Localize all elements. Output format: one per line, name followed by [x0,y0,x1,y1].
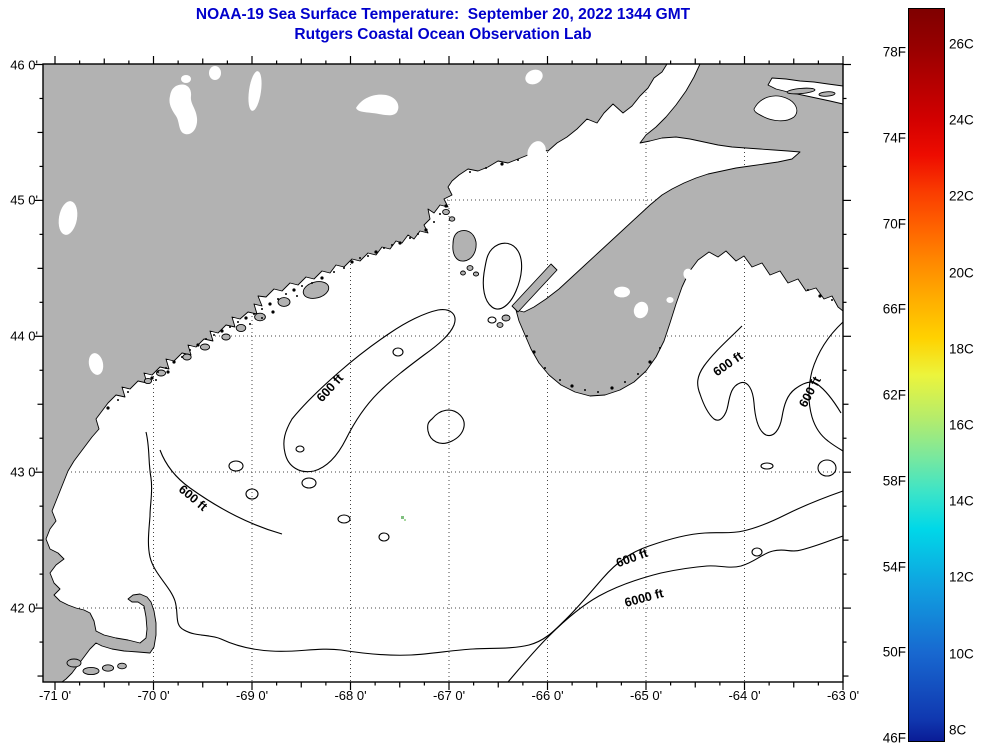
bathymetry-contours [145,242,844,683]
plot-border [42,63,844,683]
contour-600ft-west-branch [159,449,283,535]
island [501,314,511,322]
colorbar-fahrenheit-label: 50F [882,644,906,660]
colorbar-fahrenheit-label: 66F [882,301,906,317]
island-pei-sliver [786,87,816,95]
island [221,333,231,341]
y-tick-label: 46 0' [10,57,38,72]
colorbar-celsius-label: 10C [949,646,974,662]
colorbar [908,8,945,742]
x-tick-label: -67 0' [432,688,466,703]
colorbar-celsius-label: 22C [949,188,974,204]
land-new-england-mainland [42,63,668,683]
contour-600ft-fundy-mouth [482,242,523,310]
island [448,216,456,222]
x-tick-label: -63 0' [826,688,860,703]
colorbar-fahrenheit-label: 62F [882,387,906,403]
colorbar-celsius-label: 16C [949,417,974,433]
contour-6000ft [507,535,844,683]
land-nova-scotia [515,63,844,397]
island [117,662,127,670]
colorbar-celsius-label: 12C [949,569,974,585]
colorbar-celsius-label: 14C [949,493,974,509]
island [254,312,266,322]
island [155,369,167,377]
colorbar-celsius-label: 18C [949,341,974,357]
island [199,343,211,351]
x-tick-label: -71 0' [38,688,72,703]
island [143,377,153,385]
lake-crescent [356,94,399,116]
contour-600ft-east [808,321,844,452]
sst-data-specks [401,516,406,521]
x-tick-label: -69 0' [235,688,269,703]
island [472,271,480,277]
colorbar-celsius-label: 20C [949,265,974,281]
contour-600ft-jordan-basin [283,309,456,473]
contour-600ft-scotian-shelf [697,325,842,437]
colorbar-fahrenheit-label: 78F [882,44,906,60]
x-tick-label: -64 0' [728,688,761,703]
island-pei-sliver [818,91,836,97]
colorbar-fahrenheit-label: 58F [882,473,906,489]
island [496,322,504,328]
y-tick-label: 45 0' [10,192,38,208]
lakes [58,66,693,375]
island [101,664,115,672]
colorbar-fahrenheit-label: 46F [882,730,906,746]
bay-crescent [753,95,798,122]
island [442,208,450,216]
colorbar-fahrenheit-label: 54F [882,559,906,574]
colorbar-fahrenheit-label: 70F [882,216,906,231]
island-digby-neck [511,263,558,313]
colorbar-fahrenheit-label: 74F [882,130,906,146]
colorbar-celsius-label: 24C [949,112,974,128]
island [460,270,466,276]
colorbar-celsius-label: 8C [949,722,967,738]
lake-moosehead [169,84,198,135]
figure-subtitle: Rutgers Coastal Ocean Observation Lab [294,26,592,43]
island [277,297,291,307]
island-grand-manan [452,230,477,262]
land-masses [42,63,844,683]
x-tick-label: -66 0' [531,688,564,703]
colorbar-celsius-label: 26C [949,36,974,52]
island-mount-desert [302,281,330,299]
contour-600ft-basin-loop [427,409,465,444]
island [182,353,192,361]
island-nantucket [82,666,100,676]
y-tick-label: 42 0' [10,600,38,616]
x-tick-label: -68 0' [334,688,367,703]
y-tick-label: 43 0' [10,464,38,480]
island [466,265,474,271]
y-tick-label: 44 0' [10,328,38,344]
figure-title: NOAA-19 Sea Surface Temperature: Septemb… [195,6,691,23]
x-tick-label: -65 0' [629,688,663,703]
contour-600ft-main [145,431,844,656]
island-marthas-vineyard [66,658,82,668]
axis-ticks [35,56,851,690]
x-tick-label: -70 0' [137,688,170,703]
island [235,323,247,333]
coastline-speckles [106,159,833,410]
